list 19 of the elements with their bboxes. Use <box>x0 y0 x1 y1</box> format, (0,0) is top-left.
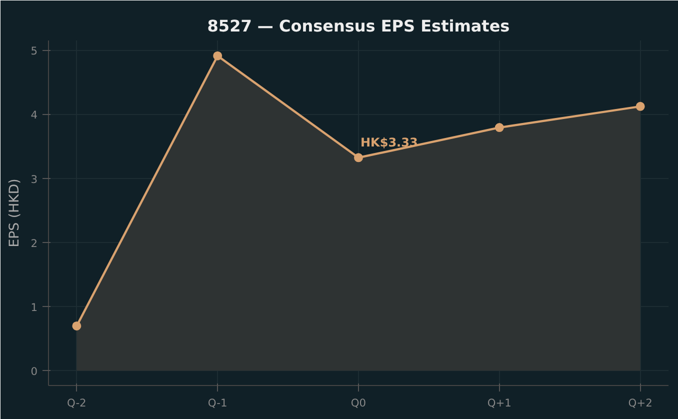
x-tick-label: Q0 <box>350 396 366 410</box>
y-tick-label: 4 <box>30 108 38 122</box>
x-tick-label: Q-1 <box>208 396 228 410</box>
chart-title: 8527 — Consensus EPS Estimates <box>207 16 510 36</box>
point <box>494 123 504 132</box>
x-tick-label: Q+1 <box>487 396 512 410</box>
point <box>72 321 82 330</box>
y-axis-title: EPS (HKD) <box>8 178 23 248</box>
y-tick-label: 5 <box>30 44 38 58</box>
point <box>213 51 222 60</box>
point <box>636 102 645 111</box>
annotation: HK$3.33 <box>360 136 418 150</box>
x-tick-label: Q-2 <box>67 396 86 410</box>
x-tick-label: Q+2 <box>628 396 652 410</box>
y-tick-label: 2 <box>30 236 38 250</box>
y-tick-label: 1 <box>30 300 38 314</box>
y-tick-label: 0 <box>30 364 38 378</box>
y-tick-label: 3 <box>30 172 38 186</box>
point <box>354 153 363 162</box>
